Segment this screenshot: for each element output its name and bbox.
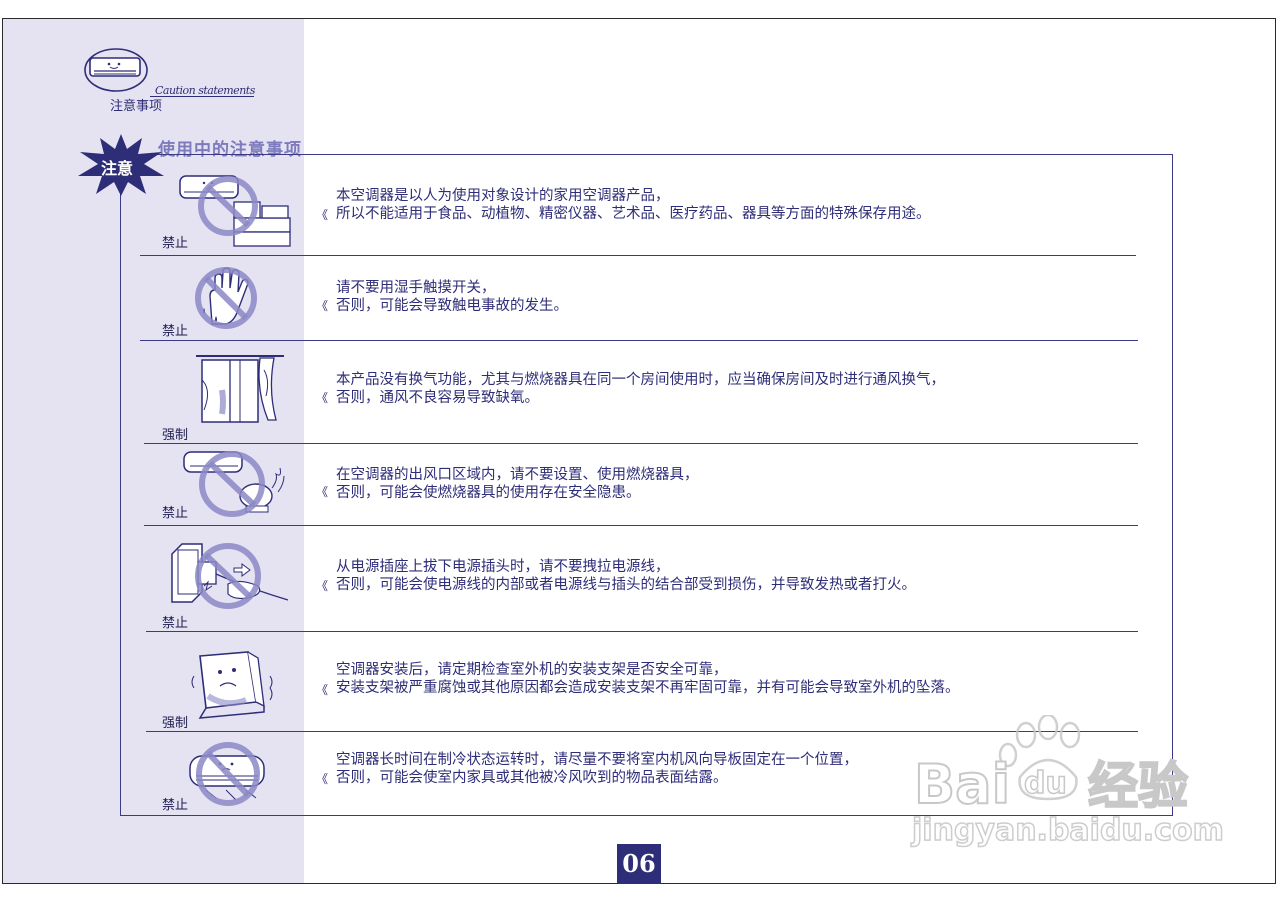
- bullet-mark: 《: [316, 579, 329, 593]
- outdoor-unit-bracket-icon: [191, 651, 273, 719]
- tag-mandatory: 强制: [162, 428, 189, 443]
- bullet-mark: 《: [316, 772, 329, 786]
- air-conditioner-face-icon: [84, 48, 148, 92]
- item-text: 本空调器是以人为使用对象设计的家用空调器产品， 所以不能适用于食品、动植物、精密…: [336, 187, 931, 223]
- bullet-mark: 《: [316, 299, 329, 313]
- item-line-1: 空调器长时间在制冷状态运转时，请尽量不要将室内机风向导板固定在一个位置，: [336, 752, 858, 768]
- pull-cord-prohibited-icon: [171, 543, 289, 609]
- svg-text:Bai: Bai: [914, 753, 1010, 815]
- item-text: 空调器安装后，请定期检查室外机的安装支架是否安全可靠， 安装支架被严重腐蚀或其他…: [336, 661, 960, 697]
- baidu-jingyan-watermark-logo: Bai du 经验: [913, 715, 1189, 815]
- caution-underline: [150, 96, 254, 97]
- bullet-mark: 《: [316, 391, 329, 405]
- content-box: [120, 154, 1173, 816]
- item-line-1: 本产品没有换气功能，尤其与燃烧器具在同一个房间使用时，应当确保房间及时进行通风换…: [336, 372, 945, 388]
- item-text: 本产品没有换气功能，尤其与燃烧器具在同一个房间使用时，应当确保房间及时进行通风换…: [336, 371, 945, 407]
- tag-prohibited: 禁止: [162, 798, 189, 813]
- item-line-2: 否则，可能会使室内家具或其他被冷风吹到的物品表面结露。: [336, 770, 728, 786]
- badge-label: 注意: [101, 159, 134, 178]
- row-divider: [146, 631, 1138, 632]
- item-text: 从电源插座上拔下电源插头时，请不要拽拉电源线， 否则，可能会使电源线的内部或者电…: [336, 558, 916, 594]
- item-text: 在空调器的出风口区域内，请不要设置、使用燃烧器具， 否则，可能会使燃烧器具的使用…: [336, 466, 699, 502]
- item-line-2: 所以不能适用于食品、动植物、精密仪器、艺术品、医疗药品、器具等方面的特殊保存用途…: [336, 206, 931, 222]
- burner-prohibited-icon: [183, 451, 285, 517]
- item-text: 请不要用湿手触摸开关， 否则，可能会导致触电事故的发生。: [336, 279, 568, 315]
- item-line-1: 请不要用湿手触摸开关，: [336, 280, 496, 296]
- row-divider: [146, 731, 1138, 732]
- wet-hand-prohibited-icon: [195, 267, 257, 329]
- row-divider: [140, 255, 1136, 256]
- window-ventilation-icon: [196, 355, 284, 423]
- tag-prohibited: 禁止: [162, 236, 189, 251]
- item-line-1: 本空调器是以人为使用对象设计的家用空调器产品，: [336, 188, 670, 204]
- svg-text:经验: 经验: [1088, 757, 1188, 815]
- item-line-2: 否则，通风不良容易导致缺氧。: [336, 390, 539, 406]
- left-band: [3, 19, 304, 883]
- item-line-1: 从电源插座上拔下电源插头时，请不要拽拉电源线，: [336, 559, 670, 575]
- fixed-louver-prohibited-icon: [189, 742, 265, 806]
- watermark-url: jingyan.baidu.com: [911, 812, 1224, 849]
- bullet-mark: 《: [316, 485, 329, 499]
- bullet-mark: 《: [316, 683, 329, 697]
- ac-storage-prohibited-icon: [179, 175, 291, 247]
- item-line-1: 在空调器的出风口区域内，请不要设置、使用燃烧器具，: [336, 467, 699, 483]
- row-divider: [144, 525, 1138, 526]
- caution-statements-en: Caution statements: [155, 84, 255, 97]
- tag-prohibited: 禁止: [162, 324, 189, 339]
- bullet-mark: 《: [316, 208, 329, 222]
- item-line-1: 空调器安装后，请定期检查室外机的安装支架是否安全可靠，: [336, 662, 728, 678]
- burst-badge-icon: [78, 134, 164, 196]
- tag-prohibited: 禁止: [162, 506, 189, 521]
- section-title: 使用中的注意事项: [158, 140, 302, 160]
- svg-text:du: du: [1024, 766, 1067, 801]
- item-line-2: 安装支架被严重腐蚀或其他原因都会造成安装支架不再牢固可靠，并有可能会导致室外机的…: [336, 680, 960, 696]
- item-text: 空调器长时间在制冷状态运转时，请尽量不要将室内机风向导板固定在一个位置， 否则，…: [336, 751, 858, 787]
- item-line-2: 否则，可能会导致触电事故的发生。: [336, 298, 568, 314]
- tag-mandatory: 强制: [162, 716, 189, 731]
- row-divider: [140, 340, 1138, 341]
- item-line-2: 否则，可能会使燃烧器具的使用存在安全隐患。: [336, 485, 641, 501]
- page-number: 06: [617, 844, 661, 884]
- caution-statements-cn: 注意事项: [110, 99, 163, 114]
- item-line-2: 否则，可能会使电源线的内部或者电源线与插头的结合部受到损伤，并导致发热或者打火。: [336, 577, 916, 593]
- row-divider: [144, 443, 1138, 444]
- tag-prohibited: 禁止: [162, 616, 189, 631]
